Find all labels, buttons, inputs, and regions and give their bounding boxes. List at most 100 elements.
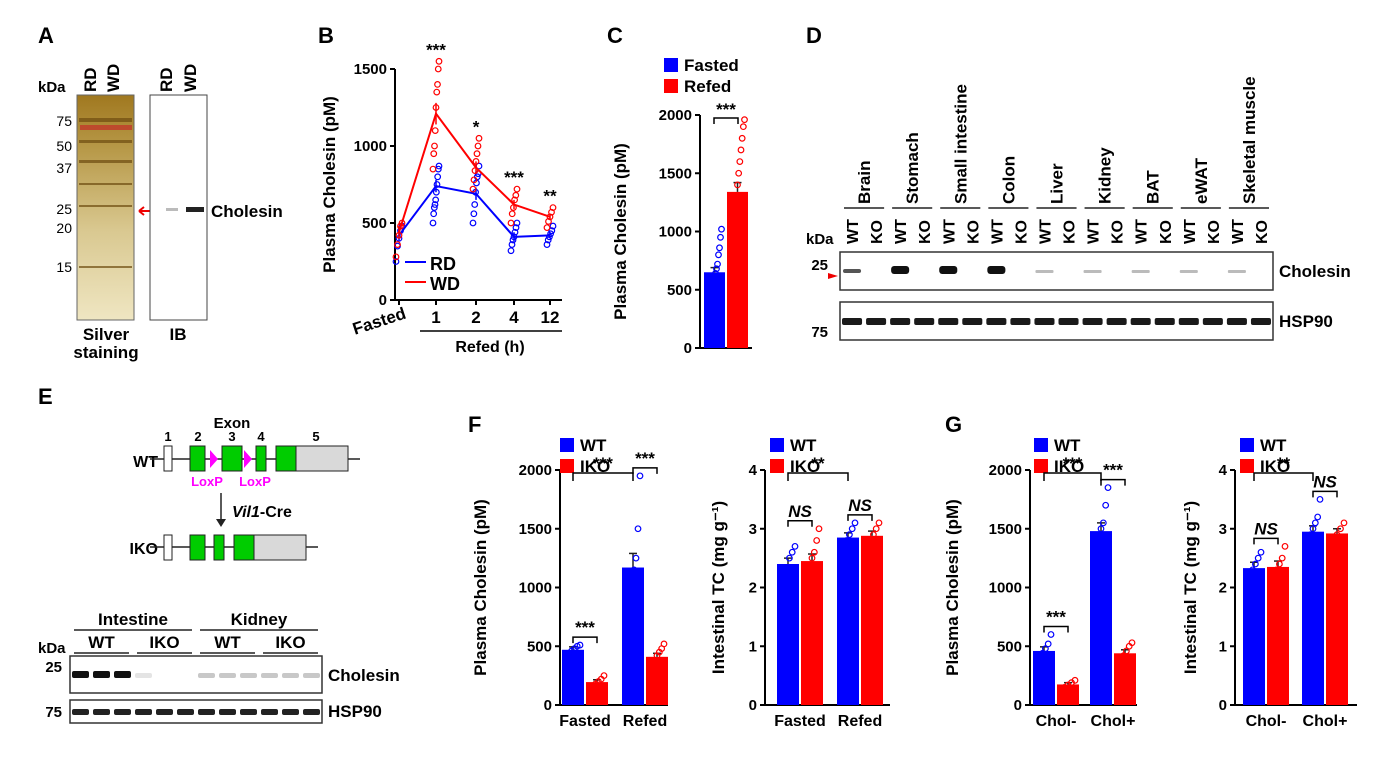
- exon-5-utr: [253, 534, 307, 561]
- western-blot-d: kDa 25 75 Cholesin HSP90 WT KO Brain WT KO Stomach…: [806, 76, 1351, 341]
- hsp90-band: [1178, 318, 1199, 325]
- legend-label: Refed: [684, 77, 731, 96]
- data-point: [1278, 554, 1286, 562]
- data-point: [786, 554, 793, 562]
- lane-label: WD: [181, 64, 200, 92]
- legend-swatch: [664, 79, 678, 93]
- lane-label: WD: [104, 64, 123, 92]
- data-point: [1316, 495, 1324, 503]
- exon-3: [221, 445, 243, 472]
- y-tick-label: 2000: [519, 462, 552, 479]
- mw-marker: 50: [56, 138, 72, 154]
- cholesin-band: [939, 266, 958, 274]
- exon-5-coding: [233, 534, 255, 561]
- kda-label: kDa: [806, 231, 834, 248]
- significance-bracket: [787, 520, 813, 527]
- y-axis-label: Intestinal TC (mg g⁻¹): [1181, 501, 1200, 674]
- y-tick-label: 2000: [659, 107, 692, 124]
- data-point: [434, 80, 441, 88]
- genotype-label: WT: [214, 633, 241, 652]
- data-point: [1340, 519, 1348, 527]
- y-tick-label: 1: [1219, 638, 1227, 655]
- data-point: [813, 537, 821, 544]
- legend-swatch: [1240, 438, 1254, 452]
- data-point: [469, 219, 477, 227]
- x-tick-label: 12: [541, 308, 560, 327]
- data-point: [508, 241, 516, 248]
- bar: [1267, 566, 1289, 705]
- data-point: [806, 566, 814, 574]
- bar: [1033, 650, 1055, 705]
- exon-1: [163, 534, 173, 561]
- significance-bracket: [632, 467, 658, 474]
- bar: [1326, 533, 1348, 705]
- data-point: [864, 542, 872, 550]
- data-point: [1333, 531, 1341, 539]
- data-point: [736, 158, 744, 166]
- data-point: [434, 173, 442, 181]
- cholesin-band: [1131, 270, 1150, 273]
- data-point: [872, 525, 880, 533]
- tissue-label: Intestine: [98, 610, 168, 629]
- data-point: [544, 236, 552, 244]
- data-point: [715, 251, 722, 259]
- panel-f: F 0 500 1000 1500 2000 Plasma Cholesin (pM) WT…: [468, 412, 890, 730]
- data-point: [435, 162, 443, 170]
- panel-label-a: A: [38, 23, 54, 48]
- blot-hsp90: [839, 301, 1274, 341]
- panel-label-d: D: [806, 23, 822, 48]
- legend-label: IKO: [790, 457, 820, 476]
- silver-caption: Silver: [83, 325, 130, 344]
- data-point: [718, 225, 725, 233]
- data-point: [729, 216, 737, 224]
- cholesin-band: [261, 673, 278, 678]
- data-point: [475, 134, 483, 142]
- y-tick-label: 1000: [659, 224, 692, 241]
- blot-cholesin: [839, 251, 1274, 291]
- tissue-label: Colon: [999, 156, 1018, 204]
- mw-markers: 75 50 37 25 20 15: [56, 113, 72, 275]
- data-point: [727, 239, 734, 247]
- down-arrow-icon: [216, 519, 226, 527]
- x-tick-label: Refed: [623, 713, 667, 730]
- cholesin-band: [93, 671, 110, 678]
- data-point: [1311, 519, 1319, 527]
- y-tick-label: 1500: [519, 521, 552, 538]
- x-tick-label: Fasted: [559, 713, 611, 730]
- bar: [727, 191, 748, 348]
- hsp90-band: [938, 318, 959, 325]
- legend-label: IKO: [580, 457, 610, 476]
- data-point: [710, 279, 717, 287]
- significance-label: NS: [848, 496, 872, 515]
- significance-label: ***: [1046, 608, 1066, 627]
- data-point: [803, 584, 811, 591]
- bar: [777, 564, 799, 705]
- genotype-label: KO: [917, 220, 934, 244]
- data-point: [1097, 525, 1105, 533]
- bar: [646, 656, 668, 705]
- exon-4: [213, 534, 225, 561]
- y-tick-label: 3: [749, 521, 757, 538]
- x-tick-label: 2: [471, 308, 480, 327]
- data-point: [713, 265, 720, 273]
- data-point: [1114, 666, 1122, 674]
- mw-marker: 25: [56, 201, 72, 217]
- hsp90-band: [177, 709, 194, 715]
- legend-label: WT: [790, 436, 817, 455]
- bar: [801, 561, 823, 705]
- panel-a: A kDa RD WD RD WD 75 50 37 25: [38, 23, 283, 362]
- significance-label: NS: [1254, 519, 1278, 538]
- y-axis-label: Plasma Cholesin (pM): [320, 96, 339, 273]
- data-point: [875, 519, 883, 527]
- significance-label: **: [1277, 454, 1291, 473]
- data-point: [1337, 525, 1344, 533]
- silver-caption: staining: [73, 343, 138, 362]
- bar: [861, 535, 883, 705]
- x-tick-label: Fasted: [774, 713, 826, 730]
- data-point: [780, 578, 788, 586]
- data-point: [737, 146, 745, 154]
- data-point: [431, 142, 438, 150]
- tissue-label: Stomach: [903, 132, 922, 204]
- data-point: [714, 260, 721, 268]
- exon-number: 4: [257, 429, 265, 444]
